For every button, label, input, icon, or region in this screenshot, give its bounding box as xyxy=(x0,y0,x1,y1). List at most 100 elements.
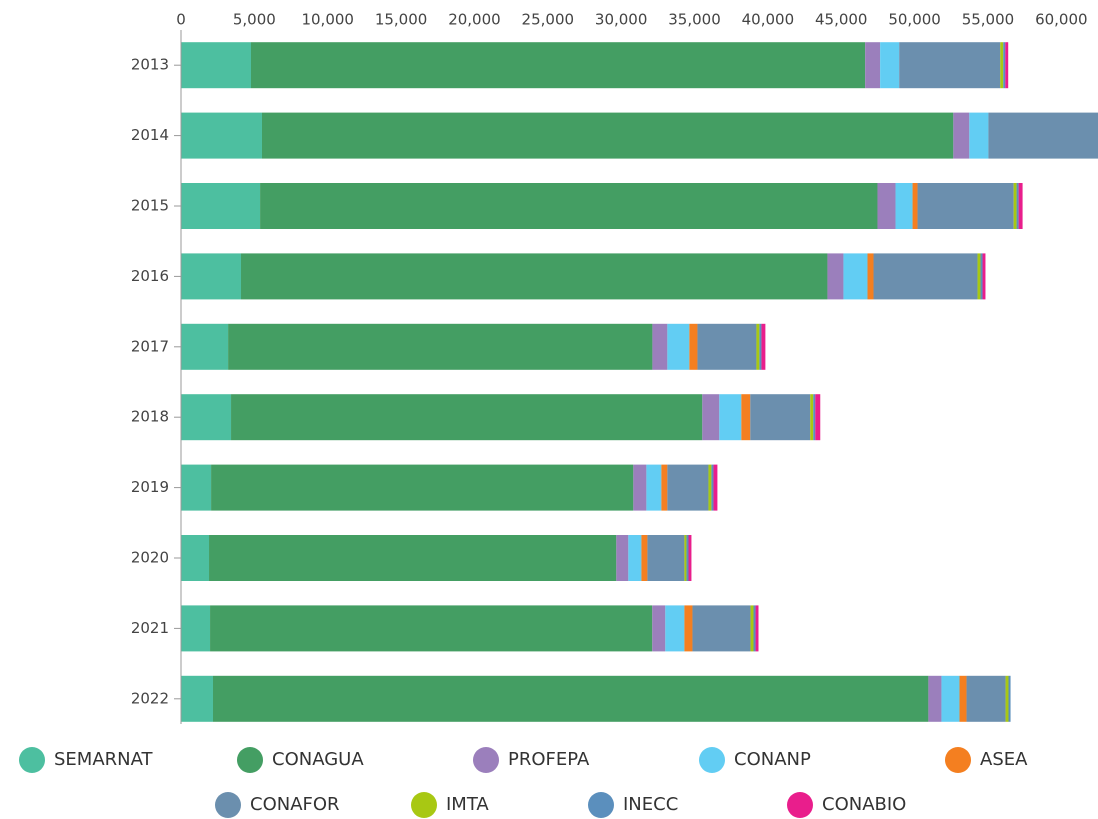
bar-segment xyxy=(260,183,878,229)
bar-segment xyxy=(953,112,970,159)
bar-segment xyxy=(1018,183,1023,229)
bar-segment xyxy=(966,675,1006,722)
bar-segment xyxy=(633,464,647,511)
bar-segment xyxy=(711,464,714,511)
bar-segment xyxy=(959,675,967,722)
bar-segment xyxy=(688,535,692,581)
bar-segment xyxy=(753,605,756,652)
x-tick-label: 35,000 xyxy=(668,11,721,29)
bar-segment xyxy=(1000,42,1004,89)
legend-swatch xyxy=(473,747,499,773)
legend-swatch xyxy=(411,792,437,818)
bar-segment xyxy=(941,675,960,722)
x-tick-label: 0 xyxy=(176,11,186,29)
bar-segment xyxy=(181,183,261,229)
bar-segment xyxy=(1003,42,1006,89)
bar-segment xyxy=(756,323,760,370)
y-tick-label: 2022 xyxy=(131,689,169,707)
bar-segment xyxy=(686,535,689,581)
legend-label: CONABIO xyxy=(822,794,906,815)
bar-segment xyxy=(647,535,685,581)
y-tick-label: 2013 xyxy=(131,56,169,74)
legend-swatch xyxy=(699,747,725,773)
x-tick-label: 55,000 xyxy=(962,11,1015,29)
bar-segment xyxy=(759,323,762,370)
bar-segment xyxy=(616,535,629,581)
bar-segment xyxy=(209,535,617,581)
y-tick-label: 2017 xyxy=(131,337,169,355)
y-tick-label: 2015 xyxy=(131,197,169,215)
legend-label: ASEA xyxy=(980,749,1028,770)
bar-segment xyxy=(877,183,896,229)
bar-segment xyxy=(843,253,868,300)
bar-segment xyxy=(719,394,742,441)
bar-segment xyxy=(181,42,251,89)
bar-segment xyxy=(741,394,751,441)
x-tick-label: 60,000 xyxy=(1035,11,1088,29)
y-tick-label: 2014 xyxy=(131,126,169,144)
legend-label: INECC xyxy=(623,794,678,815)
bar-segment xyxy=(692,605,751,652)
bar-segment xyxy=(212,675,929,722)
bar-segment xyxy=(865,42,881,89)
x-tick-label: 5,000 xyxy=(233,11,276,29)
bar-segment xyxy=(980,253,983,300)
y-tick-label: 2021 xyxy=(131,619,169,637)
plot-area xyxy=(181,42,1098,722)
bar-segment xyxy=(211,464,634,511)
bar-segment xyxy=(1008,675,1011,722)
x-tick-label: 25,000 xyxy=(522,11,575,29)
bar-segment xyxy=(231,394,703,441)
bar-segment xyxy=(750,605,754,652)
legend-label: CONAFOR xyxy=(250,794,340,815)
bar-segment xyxy=(880,42,900,89)
bar-segment xyxy=(867,253,874,300)
bar-segment xyxy=(982,253,986,300)
x-tick-label: 15,000 xyxy=(375,11,428,29)
bar-segment xyxy=(241,253,828,300)
bar-segment xyxy=(667,323,690,370)
legend-swatch xyxy=(237,747,263,773)
bar-segment xyxy=(873,253,978,300)
x-tick-label: 50,000 xyxy=(888,11,941,29)
bar-segment xyxy=(250,42,866,89)
bar-segment xyxy=(1005,42,1009,89)
bar-segment xyxy=(652,605,666,652)
bar-segment xyxy=(181,323,229,370)
bar-segment xyxy=(181,112,262,159)
y-tick-label: 2019 xyxy=(131,478,169,496)
bar-segment xyxy=(1013,183,1017,229)
legend-swatch xyxy=(588,792,614,818)
x-tick-label: 10,000 xyxy=(301,11,354,29)
x-tick-label: 40,000 xyxy=(742,11,795,29)
bar-segment xyxy=(181,394,232,441)
bar-segment xyxy=(261,112,954,159)
x-tick-label: 45,000 xyxy=(815,11,868,29)
bar-segment xyxy=(750,394,811,441)
bar-segment xyxy=(827,253,844,300)
bar-segment xyxy=(210,605,653,652)
legend-swatch xyxy=(215,792,241,818)
bar-segment xyxy=(977,253,981,300)
legend-label: CONANP xyxy=(734,749,811,770)
bar-segment xyxy=(181,675,213,722)
legend-swatch xyxy=(19,747,45,773)
bar-segment xyxy=(969,112,989,159)
bar-segment xyxy=(652,323,668,370)
bar-segment xyxy=(641,535,648,581)
bar-segment xyxy=(1016,183,1019,229)
bar-segment xyxy=(684,535,687,581)
bar-segment xyxy=(1005,675,1009,722)
bar-segment xyxy=(810,394,814,441)
bar-segment xyxy=(895,183,913,229)
bar-segment xyxy=(917,183,1014,229)
bar-segment xyxy=(761,323,766,370)
legend-swatch xyxy=(787,792,813,818)
bar-segment xyxy=(697,323,757,370)
bar-segment xyxy=(228,323,653,370)
bar-segment xyxy=(661,464,668,511)
legend-swatch xyxy=(945,747,971,773)
y-tick-label: 2018 xyxy=(131,408,169,426)
bar-segment xyxy=(813,394,816,441)
